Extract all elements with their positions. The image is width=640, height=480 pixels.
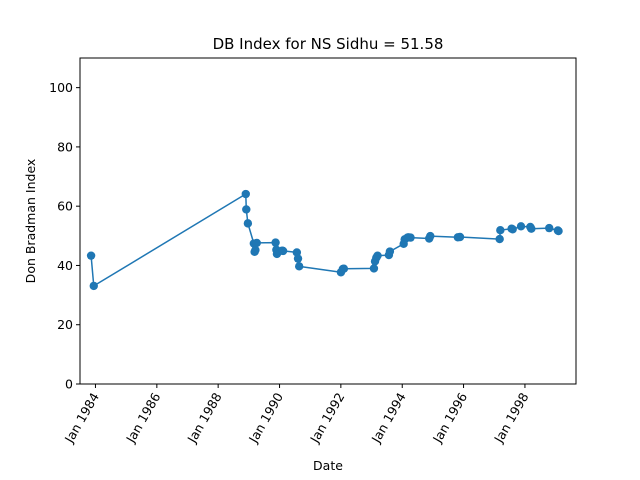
data-point [496, 225, 505, 235]
data-point [271, 238, 280, 247]
data-point [252, 238, 261, 248]
data-point [406, 233, 415, 242]
data-point [89, 281, 98, 291]
data-point [243, 219, 253, 228]
y-tick-label: 60 [57, 199, 73, 214]
data-point [292, 248, 302, 257]
data-point [527, 224, 536, 233]
data-point [508, 225, 517, 234]
y-tick-label: 100 [49, 80, 73, 95]
y-axis: 0 20 40 60 80 100 [49, 80, 80, 392]
data-point [369, 264, 379, 273]
plot-frame [79, 57, 577, 385]
data-point [545, 223, 554, 233]
y-tick-label: 80 [57, 139, 73, 154]
data-point [495, 234, 504, 244]
data-point [86, 251, 96, 260]
data-point [242, 205, 251, 214]
data-point [554, 226, 563, 236]
data-point [294, 262, 304, 271]
data-point [293, 254, 303, 263]
data-point [516, 222, 526, 231]
data-point [241, 189, 250, 199]
chart-title: DB Index for NS Sidhu = 51.58 [213, 35, 444, 53]
x-axis-label: Date [313, 458, 343, 473]
data-point [373, 251, 382, 260]
data-point [339, 264, 349, 273]
data-point [385, 247, 395, 256]
data-point [278, 246, 288, 256]
data-point [251, 245, 260, 255]
data-point [455, 232, 465, 242]
data-point [426, 231, 435, 241]
plot-area [86, 189, 563, 291]
y-tick-label: 40 [57, 258, 73, 273]
y-tick-label: 20 [57, 317, 73, 332]
y-tick-label: 0 [65, 377, 73, 392]
y-axis-label: Don Bradman Index [23, 159, 38, 284]
